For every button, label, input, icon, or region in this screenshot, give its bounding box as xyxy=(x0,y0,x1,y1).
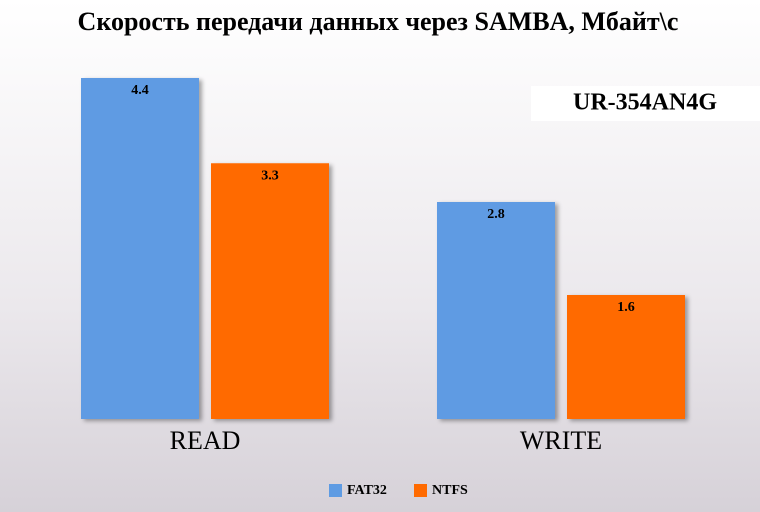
x-tick-label: WRITE xyxy=(520,426,602,455)
annotation-box xyxy=(531,86,760,121)
chart-title: Скорость передачи данных через SAMBA, Мб… xyxy=(78,7,679,36)
data-label: 4.4 xyxy=(131,83,149,98)
annotation: UR-354AN4G xyxy=(573,90,717,116)
legend-swatch xyxy=(329,484,342,497)
legend-swatch xyxy=(414,484,427,497)
data-label: 2.8 xyxy=(487,207,505,222)
data-label: 1.6 xyxy=(617,300,635,315)
bar xyxy=(81,78,199,419)
bar xyxy=(567,295,685,419)
legend-label: NTFS xyxy=(432,483,468,498)
data-label: 3.3 xyxy=(261,168,279,183)
x-tick-label: READ xyxy=(170,426,241,455)
bar xyxy=(437,202,555,419)
bar xyxy=(211,163,329,419)
legend-label: FAT32 xyxy=(347,483,387,498)
